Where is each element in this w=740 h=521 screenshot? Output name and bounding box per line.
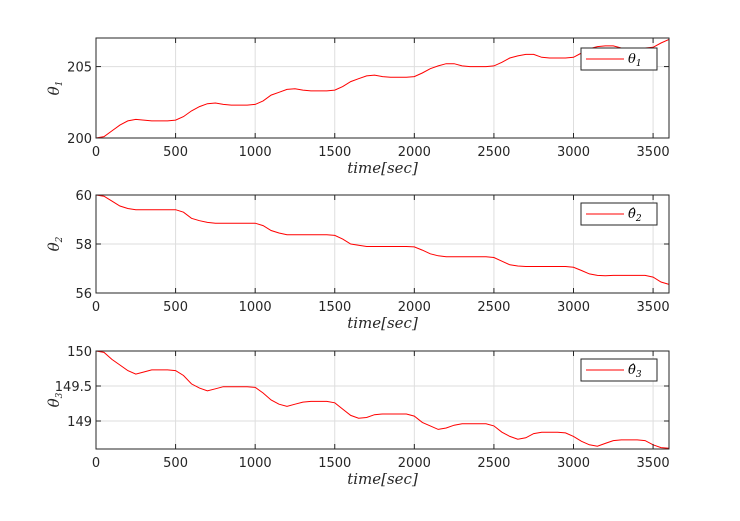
y-tick-label: 149.5	[55, 380, 92, 395]
x-tick-label: 2500	[477, 145, 510, 160]
legend: θ̂2	[580, 202, 658, 226]
x-tick-label: 0	[92, 456, 100, 471]
y-axis-label: θ2	[45, 236, 65, 251]
x-axis-label: time[sec]	[347, 314, 418, 332]
legend-label: θ1	[628, 52, 642, 69]
x-tick-label: 0	[92, 300, 100, 315]
legend: θ̂3	[580, 358, 658, 382]
x-tick-label: 3000	[557, 456, 590, 471]
x-tick-label: 3500	[637, 300, 670, 315]
y-tick-label: 149	[67, 415, 92, 430]
legend: θ1	[580, 47, 658, 71]
y-tick-label: 60	[75, 189, 92, 204]
y-axis-label: θ1	[45, 81, 65, 96]
subplot-1: 0 500 1000 1500 2000 2500 3000 3500 200 205 time[s…	[45, 37, 670, 177]
x-tick-label: 3000	[557, 300, 590, 315]
x-tick-label: 3500	[637, 456, 670, 471]
x-tick-label: 1000	[239, 456, 272, 471]
x-tick-label: 500	[163, 300, 188, 315]
x-tick-label: 2000	[398, 456, 431, 471]
subplot-2: 0 500 1000 1500 2000 2500 3000 3500 56 58 60 time[s…	[45, 189, 670, 332]
x-tick-label: 500	[163, 145, 188, 160]
x-tick-label: 500	[163, 456, 188, 471]
x-tick-label: 1000	[239, 145, 272, 160]
x-axis-label: time[sec]	[347, 470, 418, 488]
x-tick-label: 1500	[318, 145, 351, 160]
subplot-3: 0 500 1000 1500 2000 2500 3000 3500 149 149.5 150 t…	[45, 345, 670, 488]
y-tick-label: 56	[75, 287, 92, 302]
x-tick-label: 2000	[398, 300, 431, 315]
y-tick-label: 150	[67, 345, 92, 360]
y-axis-label: θ3	[45, 392, 65, 407]
x-axis-label: time[sec]	[347, 159, 418, 177]
x-tick-label: 2500	[477, 300, 510, 315]
x-tick-label: 3000	[557, 145, 590, 160]
y-tick-label: 58	[75, 238, 92, 253]
x-tick-label: 1500	[318, 456, 351, 471]
x-tick-label: 0	[92, 145, 100, 160]
legend-label: θ̂2	[628, 207, 642, 224]
y-tick-label: 205	[67, 61, 92, 76]
axes-frame	[95, 350, 670, 450]
x-tick-label: 1000	[239, 300, 272, 315]
x-tick-label: 3500	[637, 145, 670, 160]
y-tick-label: 200	[67, 132, 92, 147]
series-line	[95, 38, 670, 139]
series-line	[95, 350, 670, 449]
x-tick-label: 2500	[477, 456, 510, 471]
x-tick-label: 1500	[318, 300, 351, 315]
legend-label: θ̂3	[628, 363, 642, 380]
series-line	[95, 194, 670, 285]
x-tick-label: 2000	[398, 145, 431, 160]
axes-frame	[95, 37, 670, 139]
